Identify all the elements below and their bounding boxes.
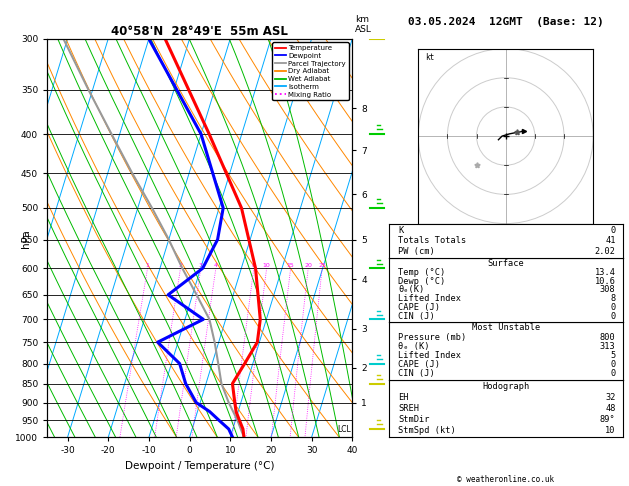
Text: Hodograph: Hodograph	[482, 382, 530, 391]
Text: km
ASL: km ASL	[355, 15, 372, 34]
Text: 0: 0	[610, 360, 616, 369]
Text: 0: 0	[610, 226, 616, 235]
Text: hPa: hPa	[21, 229, 31, 247]
Text: 2.02: 2.02	[594, 246, 616, 256]
Text: CIN (J): CIN (J)	[398, 312, 435, 321]
Text: Surface: Surface	[487, 259, 524, 268]
Text: 800: 800	[600, 332, 616, 342]
Title: 40°58'N  28°49'E  55m ASL: 40°58'N 28°49'E 55m ASL	[111, 25, 288, 38]
Text: 8: 8	[610, 294, 616, 303]
Text: 20: 20	[304, 263, 312, 268]
Text: PW (cm): PW (cm)	[398, 246, 435, 256]
Text: K: K	[398, 226, 403, 235]
Text: 3: 3	[199, 263, 203, 268]
Text: CIN (J): CIN (J)	[398, 369, 435, 378]
Text: Totals Totals: Totals Totals	[398, 236, 466, 245]
Text: Pressure (mb): Pressure (mb)	[398, 332, 466, 342]
Text: 03.05.2024  12GMT  (Base: 12): 03.05.2024 12GMT (Base: 12)	[408, 17, 604, 27]
Legend: Temperature, Dewpoint, Parcel Trajectory, Dry Adiabat, Wet Adiabat, Isotherm, Mi: Temperature, Dewpoint, Parcel Trajectory…	[272, 42, 348, 100]
Text: 89°: 89°	[600, 415, 616, 424]
Text: Lifted Index: Lifted Index	[398, 294, 461, 303]
Text: 25: 25	[318, 263, 326, 268]
Text: 41: 41	[605, 236, 616, 245]
Text: θₑ(K): θₑ(K)	[398, 285, 425, 295]
Text: Temp (°C): Temp (°C)	[398, 268, 445, 277]
Text: StmSpd (kt): StmSpd (kt)	[398, 426, 456, 435]
Text: θₑ (K): θₑ (K)	[398, 342, 430, 351]
Text: EH: EH	[398, 393, 409, 402]
Text: 0: 0	[610, 303, 616, 312]
Text: 4: 4	[214, 263, 218, 268]
Text: 5: 5	[610, 351, 616, 360]
Text: 48: 48	[605, 404, 616, 413]
Text: 313: 313	[600, 342, 616, 351]
Text: 0: 0	[610, 312, 616, 321]
Text: StmDir: StmDir	[398, 415, 430, 424]
Text: 1: 1	[145, 263, 150, 268]
Text: Dewp (°C): Dewp (°C)	[398, 277, 445, 286]
Text: CAPE (J): CAPE (J)	[398, 360, 440, 369]
Text: 15: 15	[287, 263, 294, 268]
Text: 10: 10	[263, 263, 270, 268]
Text: 10.6: 10.6	[594, 277, 616, 286]
X-axis label: Dewpoint / Temperature (°C): Dewpoint / Temperature (°C)	[125, 461, 274, 471]
Text: © weatheronline.co.uk: © weatheronline.co.uk	[457, 474, 554, 484]
Text: 2: 2	[179, 263, 182, 268]
Text: Most Unstable: Most Unstable	[472, 323, 540, 332]
Text: SREH: SREH	[398, 404, 419, 413]
Text: LCL: LCL	[337, 424, 351, 434]
Text: 8: 8	[252, 263, 256, 268]
Text: CAPE (J): CAPE (J)	[398, 303, 440, 312]
Text: 13.4: 13.4	[594, 268, 616, 277]
Text: kt: kt	[426, 52, 435, 62]
Text: 32: 32	[605, 393, 616, 402]
Text: 0: 0	[610, 369, 616, 378]
Text: 308: 308	[600, 285, 616, 295]
Text: Lifted Index: Lifted Index	[398, 351, 461, 360]
Text: 10: 10	[605, 426, 616, 435]
